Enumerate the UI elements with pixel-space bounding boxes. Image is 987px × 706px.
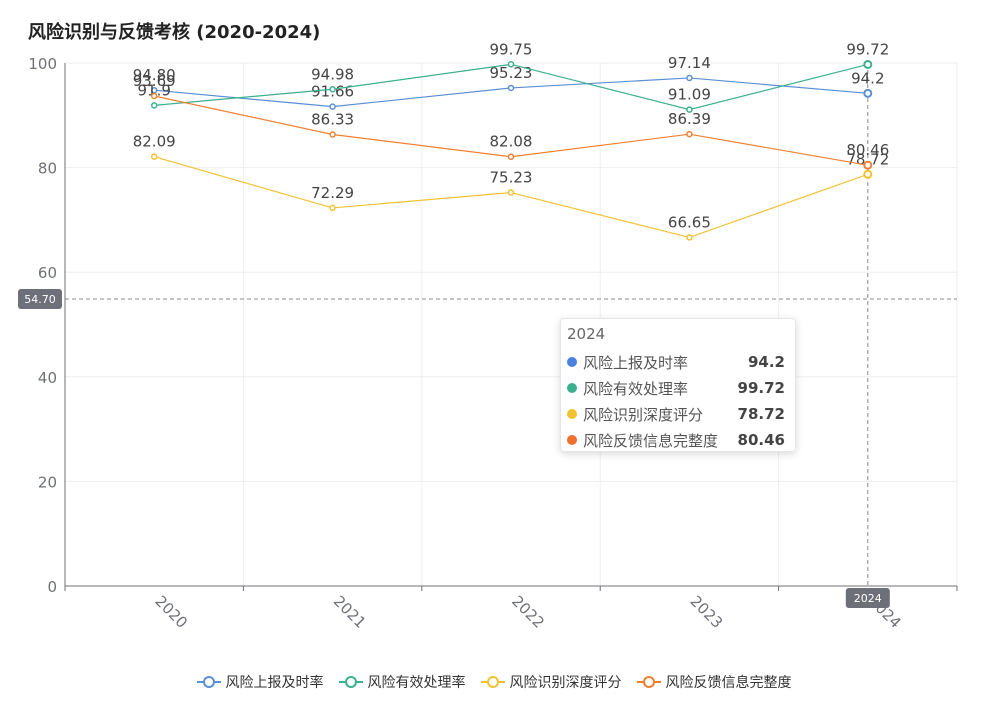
y-tick-label: 100 xyxy=(28,55,57,73)
crosshair-x-badge xyxy=(845,588,890,608)
tooltip-dot xyxy=(567,383,577,393)
data-label: 72.29 xyxy=(311,184,354,202)
tooltip-row: 风险上报及时率 94.2 xyxy=(567,349,785,375)
tooltip-value: 78.72 xyxy=(737,405,785,423)
data-label: 86.33 xyxy=(311,110,354,128)
data-point xyxy=(507,153,515,160)
data-label: 91.9 xyxy=(137,81,170,99)
legend-marker xyxy=(202,676,215,688)
legend-marker xyxy=(344,676,357,688)
crosshair-x-label: 2024 xyxy=(854,592,882,605)
legend-label: 风险识别深度评分 xyxy=(509,675,622,691)
data-label: 99.72 xyxy=(846,40,889,58)
tooltip-row: 风险有效处理率 99.72 xyxy=(567,375,785,401)
tooltip-dot xyxy=(567,409,577,419)
data-point xyxy=(507,61,515,68)
x-tick-label: 2020 xyxy=(151,592,191,632)
data-label: 95.23 xyxy=(490,64,533,82)
data-point xyxy=(329,131,336,138)
data-label: 99.75 xyxy=(490,40,533,58)
data-label: 80.46 xyxy=(846,141,889,159)
data-point xyxy=(686,106,693,113)
legend-item[interactable]: 风险识别深度评分 xyxy=(480,672,622,692)
data-point xyxy=(863,59,873,69)
tooltip-row: 风险反馈信息完整度 80.46 xyxy=(567,427,785,453)
series-line xyxy=(154,77,868,108)
data-label: 86.39 xyxy=(668,110,711,128)
y-tick-label: 40 xyxy=(38,369,57,387)
tooltip: 2024 风险上报及时率 94.2 风险有效处理率 99.72 风险识别深度评分… xyxy=(560,318,796,452)
y-tick-label: 60 xyxy=(38,264,57,282)
legend-label: 风险有效处理率 xyxy=(367,675,466,691)
legend-marker xyxy=(642,676,655,688)
data-label: 75.23 xyxy=(490,169,533,187)
data-label: 94.98 xyxy=(311,65,354,83)
legend-line-icon xyxy=(196,676,221,688)
legend-line-icon xyxy=(636,676,661,688)
legend: 风险上报及时率 风险有效处理率 风险识别深度评分 风险反馈信息完整度 xyxy=(0,672,987,692)
tooltip-dot xyxy=(567,435,577,445)
data-point xyxy=(863,169,873,179)
tooltip-series-name: 风险反馈信息完整度 xyxy=(583,431,719,450)
data-point xyxy=(686,130,693,138)
data-point xyxy=(329,103,336,110)
tooltip-row: 风险识别深度评分 78.72 xyxy=(567,401,785,427)
data-point xyxy=(150,153,158,160)
legend-label: 风险上报及时率 xyxy=(225,675,324,691)
legend-item[interactable]: 风险上报及时率 xyxy=(196,672,324,692)
y-tick-label: 20 xyxy=(38,473,57,491)
data-label: 94.2 xyxy=(851,69,884,87)
y-tick-label: 80 xyxy=(38,160,57,178)
data-label: 91.09 xyxy=(668,86,711,104)
x-tick-label: 2022 xyxy=(508,592,548,632)
tooltip-series-name: 风险识别深度评分 xyxy=(583,405,704,424)
data-point xyxy=(686,74,693,82)
crosshair-y-badge xyxy=(18,289,62,309)
x-tick-label: 2021 xyxy=(330,592,370,632)
data-point xyxy=(507,189,515,196)
data-point xyxy=(329,204,336,212)
tooltip-value: 80.46 xyxy=(737,431,785,449)
tooltip-value: 94.2 xyxy=(747,353,785,371)
tooltip-value: 99.72 xyxy=(737,379,785,397)
data-point xyxy=(686,234,693,241)
legend-line-icon xyxy=(338,676,363,688)
data-label: 93.69 xyxy=(133,72,176,90)
data-label: 66.65 xyxy=(668,213,711,231)
tooltip-title: 2024 xyxy=(567,325,606,343)
data-label: 94.80 xyxy=(133,66,176,84)
legend-item[interactable]: 风险反馈信息完整度 xyxy=(636,672,792,692)
data-point xyxy=(329,86,336,93)
data-point xyxy=(863,88,873,98)
legend-line-icon xyxy=(480,676,505,688)
data-point xyxy=(150,92,158,100)
legend-item[interactable]: 风险有效处理率 xyxy=(338,672,466,692)
y-tick-label: 0 xyxy=(47,578,57,596)
data-label: 82.08 xyxy=(490,133,533,151)
data-point xyxy=(863,160,873,170)
legend-label: 风险反馈信息完整度 xyxy=(665,675,792,691)
chart-title: 风险识别与反馈考核 (2020-2024) xyxy=(28,22,321,43)
data-point xyxy=(150,86,158,94)
tooltip-series-name: 风险上报及时率 xyxy=(583,353,689,372)
legend-marker xyxy=(486,676,499,688)
crosshair-y-label: 54.70 xyxy=(24,293,56,306)
data-label: 97.14 xyxy=(668,54,711,72)
data-label: 82.09 xyxy=(133,133,176,151)
tooltip-dot xyxy=(567,357,577,367)
x-tick-label: 2023 xyxy=(687,592,727,632)
tooltip-series-name: 风险有效处理率 xyxy=(583,379,689,398)
data-point xyxy=(507,84,515,92)
data-point xyxy=(150,102,158,109)
